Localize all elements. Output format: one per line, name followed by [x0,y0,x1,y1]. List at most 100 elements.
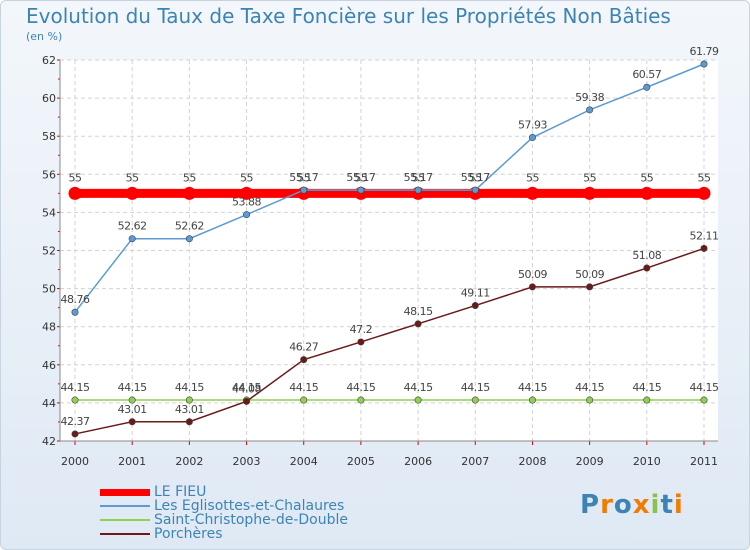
data-label-3: 52.11 [690,229,719,242]
data-label-3: 43.01 [175,403,204,416]
data-label-3: 49.11 [461,287,490,300]
data-point-2 [700,396,708,404]
data-label-1: 55.17 [346,171,375,184]
y-tick-label: 48 [42,321,56,334]
data-label-2: 44.15 [632,381,661,394]
x-tick-label: 2010 [633,455,661,468]
data-label-1: 55.17 [461,171,490,184]
data-point-0 [697,186,711,200]
data-point-3 [128,418,136,426]
data-label-1: 59.38 [575,91,604,104]
data-label-3: 51.08 [632,249,661,262]
legend-item-porcheres: Porchères [100,527,348,541]
data-label-2: 44.15 [404,381,433,394]
data-label-2: 44.15 [61,381,90,394]
legend-swatch-saint-christophe [100,519,150,521]
x-tick-label: 2011 [690,455,718,468]
data-label-0: 55 [583,171,596,184]
data-point-1 [471,186,479,194]
data-point-0 [125,186,139,200]
data-label-3: 42.37 [61,415,90,428]
data-label-0: 55 [69,171,82,184]
x-tick-label: 2004 [290,455,318,468]
data-point-2 [643,396,651,404]
data-label-3: 50.09 [518,268,547,281]
data-point-1 [586,106,594,114]
data-label-0: 55 [240,171,253,184]
data-label-1: 55.17 [404,171,433,184]
y-tick-label: 46 [42,359,56,372]
data-label-0: 55 [640,171,653,184]
data-label-1: 60.57 [632,68,661,81]
y-tick-label: 60 [42,92,56,105]
data-point-1 [300,186,308,194]
data-label-0: 55 [526,171,539,184]
data-label-2: 44.15 [518,381,547,394]
data-label-2: 44.15 [232,381,261,394]
data-point-1 [243,211,251,219]
series-line-3 [74,247,705,435]
data-point-3 [528,283,536,291]
data-point-2 [357,396,365,404]
legend-label-saint-christophe: Saint-Christophe-de-Double [154,512,348,528]
data-point-2 [528,396,536,404]
data-label-2: 44.15 [175,381,204,394]
series-line-1 [74,63,705,313]
data-point-3 [414,320,422,328]
data-point-0 [640,186,654,200]
legend-label-les-eglisottes: Les Eglisottes-et-Chalaures [154,498,345,514]
chart-title: Evolution du Taux de Taxe Foncière sur l… [26,4,671,28]
data-label-0: 55 [469,171,482,184]
data-label-1: 53.88 [232,196,261,209]
data-label-2: 44.15 [575,381,604,394]
x-tick-label: 2001 [118,455,146,468]
data-point-0 [525,186,539,200]
data-label-0: 55 [183,171,196,184]
x-tick-label: 2006 [404,455,432,468]
x-tick-label: 2005 [347,455,375,468]
data-label-0: 55 [698,171,711,184]
data-point-0 [68,186,82,200]
data-point-1 [71,308,79,316]
data-point-1 [185,235,193,243]
data-point-3 [300,356,308,364]
data-point-1 [528,134,536,142]
data-point-0 [240,186,254,200]
x-tick-label: 2002 [175,455,203,468]
data-point-1 [414,186,422,194]
data-point-3 [643,264,651,272]
proxiti-logo: Proxiti [580,490,684,520]
data-point-3 [471,302,479,310]
data-label-1: 61.79 [690,45,719,58]
y-tick-label: 54 [42,206,56,219]
legend-item-le-fieu: LE FIEU [100,485,348,499]
data-point-3 [185,418,193,426]
legend-swatch-le-fieu [100,488,150,496]
data-point-2 [128,396,136,404]
data-point-3 [357,338,365,346]
data-label-3: 50.09 [575,268,604,281]
data-point-2 [414,396,422,404]
x-tick-label: 2003 [233,455,261,468]
data-label-1: 55.17 [289,171,318,184]
chart-subtitle: (en %) [26,30,63,43]
data-label-1: 48.76 [61,293,90,306]
legend-item-les-eglisottes: Les Eglisottes-et-Chalaures [100,499,348,513]
data-label-2: 44.15 [461,381,490,394]
data-label-1: 52.62 [175,220,204,233]
data-point-1 [357,186,365,194]
data-point-2 [586,396,594,404]
data-label-0: 55 [126,171,139,184]
data-point-2 [471,396,479,404]
data-point-3 [71,430,79,438]
data-label-0: 55 [412,171,425,184]
data-label-2: 44.15 [118,381,147,394]
x-tick-label: 2000 [61,455,89,468]
data-point-1 [128,235,136,243]
y-tick-label: 56 [42,168,56,181]
legend-label-porcheres: Porchères [154,526,223,542]
x-tick-label: 2008 [518,455,546,468]
x-tick-label: 2009 [576,455,604,468]
legend-label-le-fieu: LE FIEU [154,484,207,500]
